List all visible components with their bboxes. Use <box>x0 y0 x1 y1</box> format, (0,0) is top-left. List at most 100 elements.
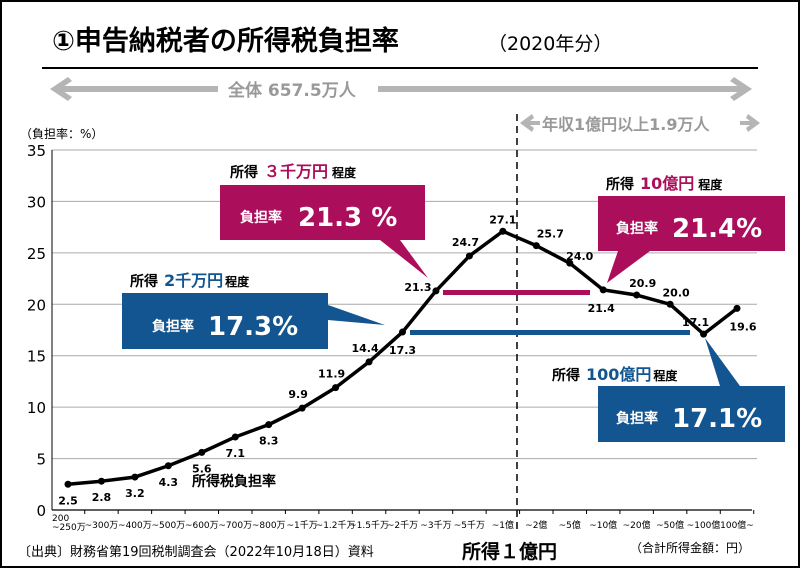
x-tick-label: ~1億 <box>492 519 514 531</box>
y-tick-label: 15 <box>27 348 46 366</box>
data-point <box>532 242 540 250</box>
data-label: 2.8 <box>92 491 112 504</box>
x-tick-label: ~2億 <box>525 519 547 531</box>
data-label: 21.4 <box>588 302 615 315</box>
data-point <box>298 404 306 412</box>
page-title: ①申告納税者の所得税負担率 <box>52 25 399 57</box>
data-point <box>733 304 741 312</box>
x-tick-label: ~50億 <box>656 519 684 531</box>
data-point <box>332 384 340 392</box>
x-tick-label: ~1千万 <box>287 520 318 531</box>
data-label: 20.0 <box>663 286 690 299</box>
svg-text:21.3 %: 21.3 % <box>298 203 397 233</box>
x-tick-label: ~1.5千万 <box>349 520 389 531</box>
x-tick-label: ~300万 <box>85 521 119 531</box>
callout-10oku: 所得 10億円 程度 負担率 21.4% <box>598 174 785 283</box>
data-point <box>666 300 674 308</box>
data-label: 21.3 <box>404 281 431 294</box>
x-tick-label: ~3千万 <box>420 520 451 531</box>
data-label: 19.6 <box>729 320 756 333</box>
y-tick-label: 30 <box>27 193 46 211</box>
x-tick-label: ~10億 <box>589 519 617 531</box>
data-label: 17.3 <box>389 344 416 357</box>
svg-text:17.3%: 17.3% <box>208 312 298 342</box>
data-label: 27.1 <box>489 213 516 226</box>
source-note: 〔出典〕財務省第19回税制調査会（2022年10月18日）資料 <box>18 545 374 560</box>
series-label: 所得税負担率 <box>192 473 276 490</box>
overall-arrow <box>50 77 752 101</box>
x-tick-label: ~700万 <box>218 521 252 531</box>
data-point <box>64 480 72 488</box>
x-axis-unit: （合計所得金額：円） <box>630 540 750 555</box>
data-label: 5.6 <box>192 462 212 475</box>
data-point <box>700 330 708 338</box>
svg-text:負担率: 負担率 <box>152 318 194 335</box>
data-label: 9.9 <box>288 388 308 401</box>
data-point <box>599 286 607 294</box>
x-tick-label: ~800万 <box>252 521 286 531</box>
callout-100oku: 所得 100億円 程度 負担率 17.1% <box>552 338 785 442</box>
svg-text:負担率: 負担率 <box>240 209 282 226</box>
x-tick-label: ~500万 <box>151 521 185 531</box>
data-point <box>566 259 574 267</box>
data-label: 24.0 <box>566 250 593 263</box>
data-point <box>633 291 641 299</box>
x-tick-label: ~1.2千万 <box>316 520 356 531</box>
x-tick-label: 100億~ <box>720 519 754 531</box>
data-point <box>432 287 440 295</box>
svg-text:21.4%: 21.4% <box>672 214 762 244</box>
x-tick-label: ~20億 <box>623 519 651 531</box>
y-tick-label: 5 <box>36 451 46 469</box>
data-label: 14.4 <box>351 342 378 355</box>
svg-text:負担率: 負担率 <box>616 410 658 427</box>
data-point <box>399 328 406 336</box>
data-label: 7.1 <box>226 447 246 460</box>
x-tick-label: 200 ~250万 <box>52 514 86 533</box>
data-point <box>499 227 507 235</box>
y-tick-label: 0 <box>36 502 46 520</box>
y-axis-unit: （負担率：%） <box>20 126 103 141</box>
high-income-label: 年収1億円以上1.9万人 <box>542 115 710 134</box>
x-tick-label: ~100億 <box>687 519 721 531</box>
data-label: 3.2 <box>125 487 145 500</box>
data-point <box>231 433 239 441</box>
data-point <box>365 358 373 366</box>
ref-bar-21-3 <box>443 290 590 295</box>
x-tick-label: ~600万 <box>185 521 219 531</box>
y-tick-label: 25 <box>27 245 46 263</box>
high-income-arrow <box>520 114 760 132</box>
divider-label: 所得１億円 <box>462 540 557 563</box>
data-label: 4.3 <box>159 476 179 489</box>
data-point <box>97 477 105 485</box>
data-label: 25.7 <box>537 228 564 241</box>
callout-3000man: 所得 ３千万円 程度 負担率 21.3 % <box>220 162 428 278</box>
data-label: 20.9 <box>629 277 656 290</box>
data-label: 24.7 <box>452 236 479 249</box>
data-label: 2.5 <box>58 494 78 507</box>
overall-label: 全体 657.5万人 <box>227 80 357 101</box>
x-tick-label: ~2千万 <box>387 520 418 531</box>
data-label: 17.1 <box>682 316 709 329</box>
series-line <box>67 229 739 487</box>
svg-text:17.1%: 17.1% <box>672 404 762 434</box>
data-point <box>164 462 172 470</box>
data-point <box>265 421 273 429</box>
y-tick-label: 20 <box>27 296 46 314</box>
ref-bar-17-3 <box>410 330 690 335</box>
data-point <box>198 448 206 456</box>
data-point <box>131 473 139 481</box>
svg-text:負担率: 負担率 <box>616 220 658 237</box>
data-label: 8.3 <box>259 435 279 448</box>
y-tick-label: 10 <box>27 399 46 417</box>
data-label: 11.9 <box>318 368 345 381</box>
callout-2000man: 所得 2千万円 程度 負担率 17.3% <box>122 271 385 349</box>
title-year: （2020年分） <box>488 33 612 55</box>
x-tick-label: ~5億 <box>559 519 581 531</box>
data-point <box>465 252 473 260</box>
x-tick-label: ~5千万 <box>454 520 485 531</box>
